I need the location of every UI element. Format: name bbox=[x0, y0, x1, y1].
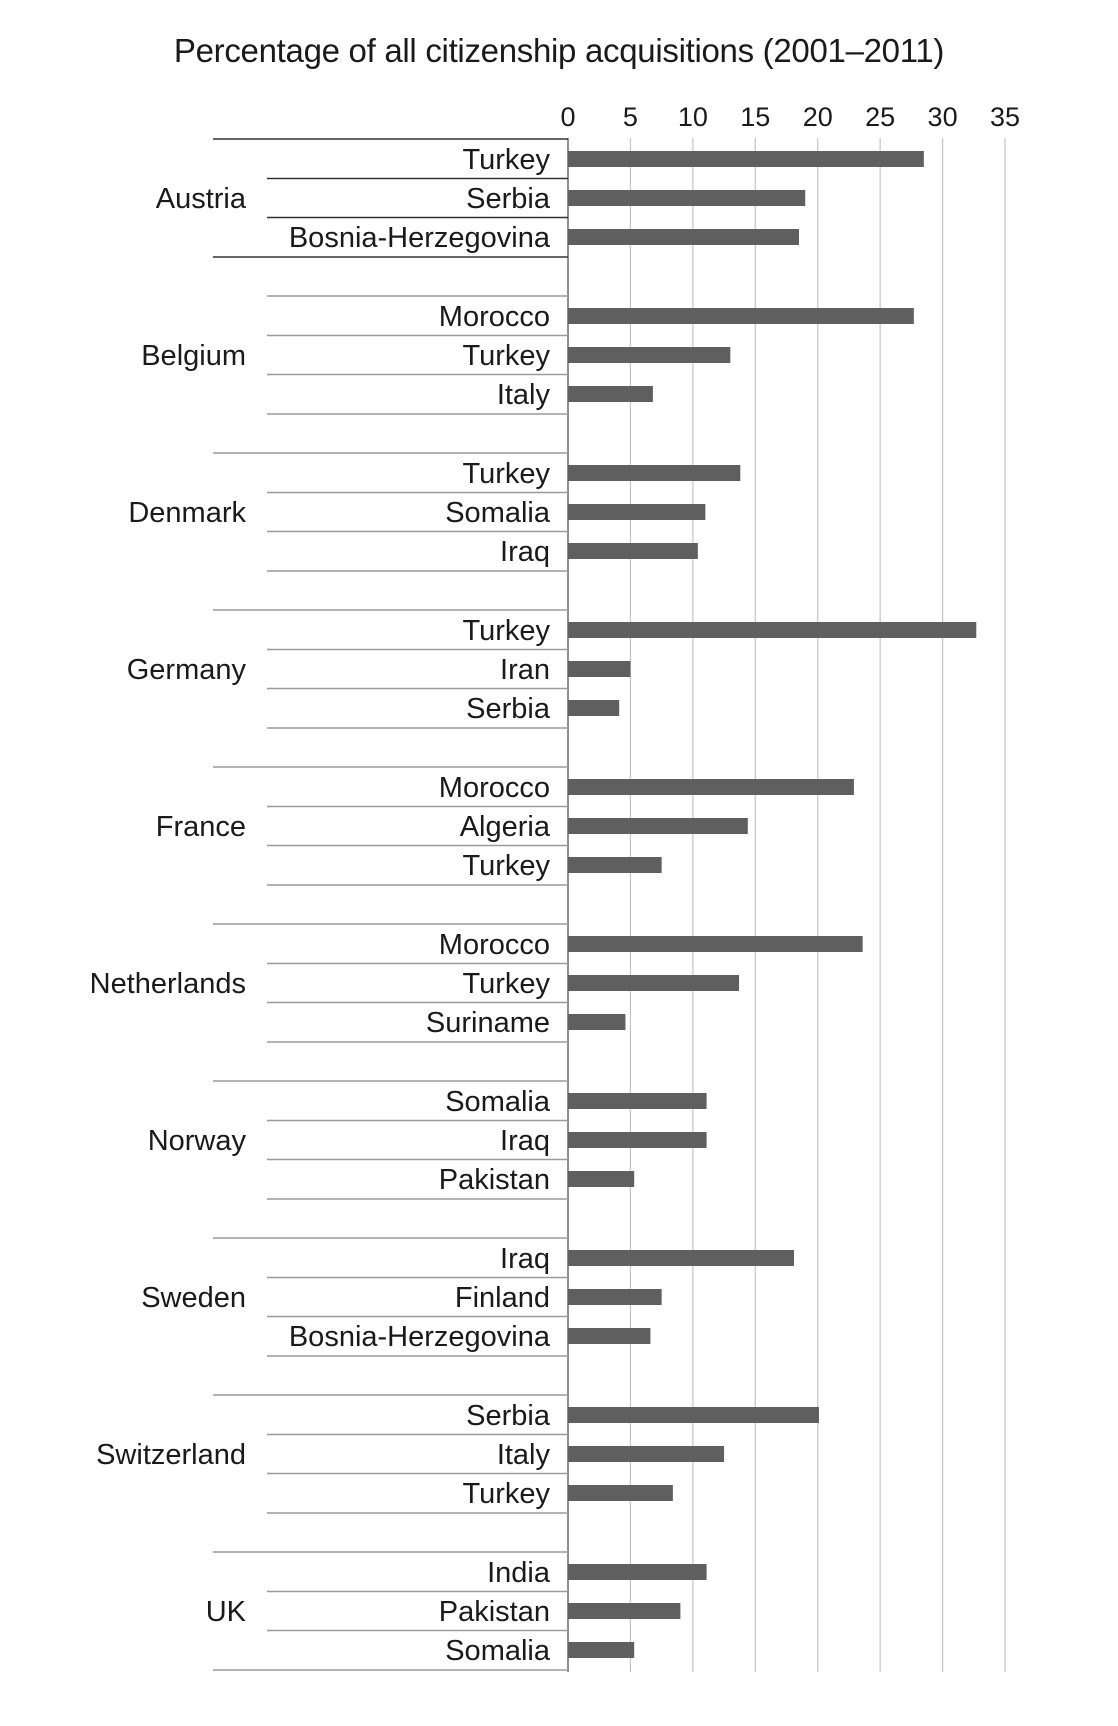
bar-uk-pakistan bbox=[568, 1603, 681, 1619]
bar-belgium-morocco bbox=[568, 308, 914, 324]
bar-austria-bosnia-herzegovina bbox=[568, 229, 799, 245]
category-label: Serbia bbox=[466, 1400, 551, 1432]
category-label: Bosnia-Herzegovina bbox=[289, 222, 551, 254]
group-label: Sweden bbox=[141, 1282, 246, 1314]
bar-netherlands-turkey bbox=[568, 975, 740, 991]
bar-denmark-turkey bbox=[568, 465, 741, 481]
category-label: Italy bbox=[497, 1439, 551, 1471]
group-label: France bbox=[156, 811, 246, 843]
bar-switzerland-serbia bbox=[568, 1407, 819, 1423]
x-tick-label: 10 bbox=[678, 102, 708, 132]
bar-uk-india bbox=[568, 1564, 707, 1580]
group-label: UK bbox=[206, 1596, 247, 1628]
bar-germany-iran bbox=[568, 661, 631, 677]
bar-netherlands-suriname bbox=[568, 1014, 626, 1030]
category-label: Iraq bbox=[500, 1125, 550, 1157]
bar-sweden-finland bbox=[568, 1289, 662, 1305]
x-tick-label: 15 bbox=[740, 102, 770, 132]
bar-france-algeria bbox=[568, 818, 748, 834]
category-label: Serbia bbox=[466, 693, 551, 725]
gridlines bbox=[567, 138, 1006, 1672]
bar-switzerland-turkey bbox=[568, 1485, 673, 1501]
bar-sweden-bosnia-herzegovina bbox=[568, 1328, 651, 1344]
category-label: Turkey bbox=[462, 340, 550, 372]
category-label: Morocco bbox=[439, 929, 550, 961]
x-tick-label: 20 bbox=[803, 102, 833, 132]
group-label: Switzerland bbox=[96, 1439, 246, 1471]
x-tick-label: 0 bbox=[560, 102, 575, 132]
x-tick-label: 35 bbox=[990, 102, 1020, 132]
bar-denmark-iraq bbox=[568, 543, 698, 559]
bar-sweden-iraq bbox=[568, 1250, 794, 1266]
table-rules bbox=[213, 138, 568, 1671]
group-label: Norway bbox=[148, 1125, 247, 1157]
category-label: Somalia bbox=[445, 497, 551, 529]
category-label: Turkey bbox=[462, 615, 550, 647]
category-label: Turkey bbox=[462, 458, 550, 490]
category-label: Turkey bbox=[462, 850, 550, 882]
category-label: Morocco bbox=[439, 772, 550, 804]
category-label: Pakistan bbox=[439, 1164, 550, 1196]
category-label: Somalia bbox=[445, 1086, 551, 1118]
x-tick-label: 30 bbox=[928, 102, 958, 132]
bar-austria-serbia bbox=[568, 190, 806, 206]
category-label: Turkey bbox=[462, 1478, 550, 1510]
bar-france-turkey bbox=[568, 857, 662, 873]
bar-france-morocco bbox=[568, 779, 854, 795]
bar-denmark-somalia bbox=[568, 504, 706, 520]
group-label: Germany bbox=[127, 654, 247, 686]
category-label: Serbia bbox=[466, 183, 551, 215]
group-label: Belgium bbox=[141, 340, 246, 372]
group-label: Austria bbox=[156, 183, 247, 215]
category-label: Morocco bbox=[439, 301, 550, 333]
category-label: Suriname bbox=[426, 1007, 550, 1039]
group-label: Netherlands bbox=[90, 968, 246, 1000]
category-label: Finland bbox=[455, 1282, 550, 1314]
bar-austria-turkey bbox=[568, 151, 924, 167]
category-label: Italy bbox=[497, 379, 551, 411]
category-label: Pakistan bbox=[439, 1596, 550, 1628]
category-label: Turkey bbox=[462, 144, 550, 176]
category-label: Somalia bbox=[445, 1635, 551, 1667]
chart-title: Percentage of all citizenship acquisitio… bbox=[173, 32, 945, 69]
category-label: Iraq bbox=[500, 1243, 550, 1275]
category-label: Iraq bbox=[500, 536, 550, 568]
bar-belgium-italy bbox=[568, 386, 653, 402]
bar-norway-iraq bbox=[568, 1132, 707, 1148]
x-axis-ticks: 0 5 10 15 20 25 30 35 bbox=[560, 102, 1020, 132]
category-label: Iran bbox=[500, 654, 550, 686]
bar-netherlands-morocco bbox=[568, 936, 863, 952]
category-label: Bosnia-Herzegovina bbox=[289, 1321, 551, 1353]
bar-norway-somalia bbox=[568, 1093, 707, 1109]
x-tick-label: 25 bbox=[865, 102, 895, 132]
bar-germany-serbia bbox=[568, 700, 620, 716]
category-label: India bbox=[487, 1557, 551, 1589]
bars bbox=[568, 151, 977, 1658]
category-label: Turkey bbox=[462, 968, 550, 1000]
bar-germany-turkey bbox=[568, 622, 977, 638]
bar-belgium-turkey bbox=[568, 347, 731, 363]
bar-uk-somalia bbox=[568, 1642, 635, 1658]
bar-switzerland-italy bbox=[568, 1446, 725, 1462]
bar-norway-pakistan bbox=[568, 1171, 635, 1187]
category-label: Algeria bbox=[460, 811, 551, 843]
x-tick-label: 5 bbox=[623, 102, 638, 132]
labels: Turkey Serbia Bosnia-Herzegovina Austria Mor… bbox=[90, 144, 551, 1667]
group-label: Denmark bbox=[128, 497, 246, 529]
